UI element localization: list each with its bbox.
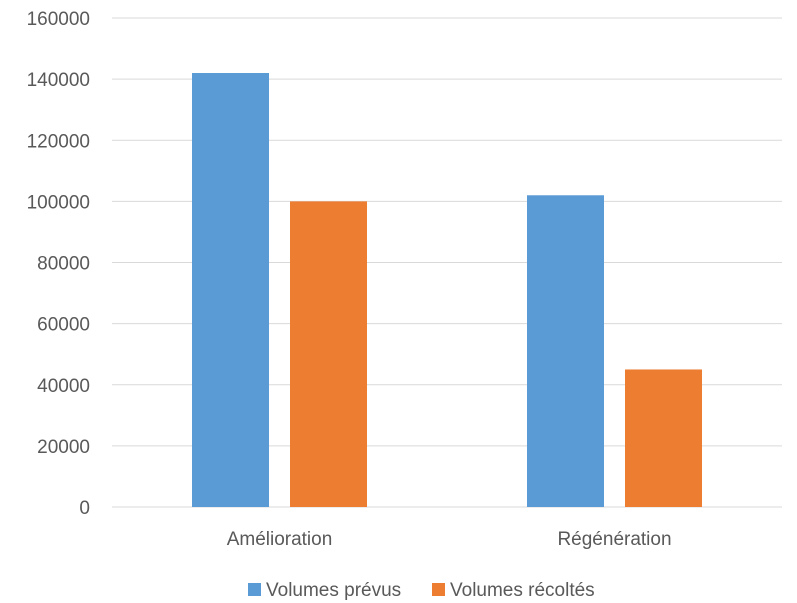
y-axis-ticks: 0 20000 40000 60000 80000 100000 120000 140000 1… [27, 9, 90, 519]
legend: Volumes prévus Volumes récoltés [248, 580, 595, 601]
bar-volumes-prevus-1 [527, 195, 604, 507]
x-category-label: Amélioration [227, 529, 333, 550]
legend-swatch [432, 583, 445, 596]
y-tick-label: 100000 [27, 192, 90, 213]
y-tick-label: 80000 [37, 254, 90, 275]
x-category-label: Régénération [557, 529, 671, 550]
legend-label: Volumes récoltés [450, 580, 595, 601]
y-tick-label: 120000 [27, 131, 90, 152]
y-tick-label: 20000 [37, 437, 90, 458]
y-tick-label: 0 [79, 498, 90, 519]
bar-volumes-recoltes-1 [625, 369, 702, 507]
bar-volumes-prevus-0 [192, 73, 269, 507]
y-tick-label: 40000 [37, 376, 90, 397]
y-tick-label: 60000 [37, 315, 90, 336]
legend-label: Volumes prévus [266, 580, 401, 601]
bar-volumes-recoltes-0 [290, 201, 367, 507]
legend-swatch [248, 583, 261, 596]
bars [192, 73, 702, 507]
y-tick-label: 140000 [27, 70, 90, 91]
x-axis-categories: Amélioration Régénération [227, 529, 672, 550]
y-tick-label: 160000 [27, 9, 90, 30]
